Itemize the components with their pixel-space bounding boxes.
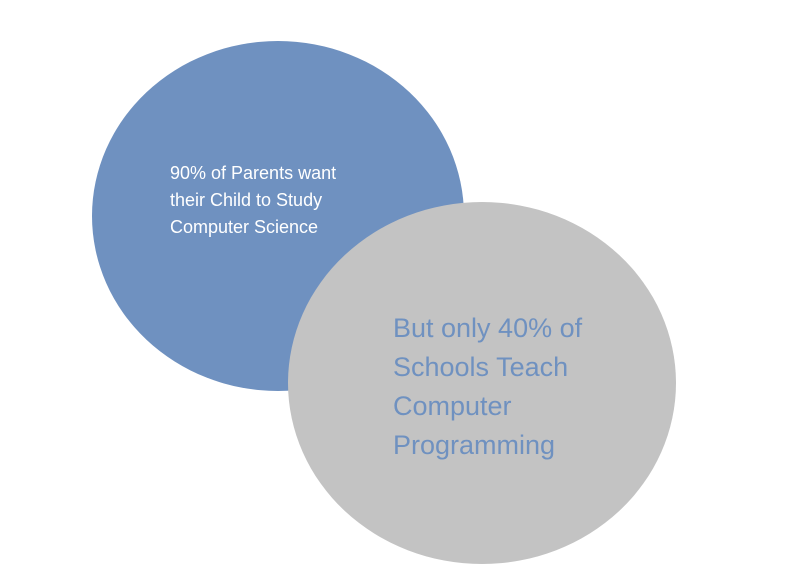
schools-circle-label: But only 40% of Schools Teach Computer P… bbox=[393, 313, 583, 460]
schools-circle bbox=[288, 202, 676, 564]
parents-circle-label: 90% of Parents want their Child to Study… bbox=[170, 163, 337, 237]
